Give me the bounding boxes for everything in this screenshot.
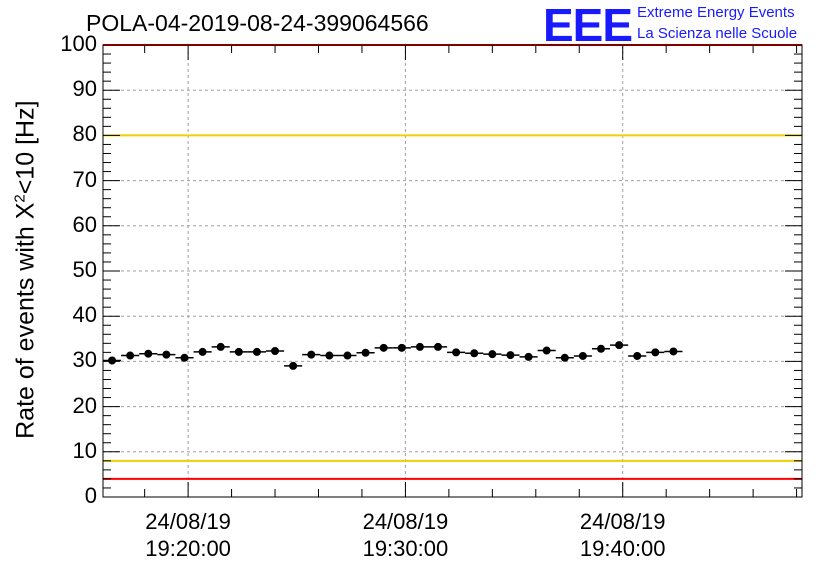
reference-lines	[103, 44, 802, 480]
x-tick-date: 24/08/19	[362, 509, 449, 534]
data-point	[506, 351, 515, 360]
data-point	[542, 346, 551, 355]
data-point	[108, 356, 117, 365]
data-point	[560, 353, 569, 362]
grid-layer	[103, 45, 802, 497]
data-point	[524, 352, 533, 361]
x-tick-time: 19:20:00	[145, 536, 231, 561]
y-axis-label-tail: <10 [Hz]	[11, 100, 40, 195]
data-point	[651, 348, 660, 357]
x-tick-date: 24/08/19	[579, 509, 666, 534]
data-point	[470, 349, 479, 358]
x-tick-label: 24/08/19 19:20:00	[118, 508, 258, 562]
data-point	[198, 347, 207, 356]
data-point	[307, 350, 316, 359]
y-tick-label: 60	[72, 211, 97, 237]
x-tick-label: 24/08/19 19:30:00	[335, 508, 475, 562]
data-point	[289, 361, 298, 370]
y-tick-label: 30	[72, 347, 97, 373]
data-point	[415, 342, 424, 351]
data-point	[434, 342, 443, 351]
y-tick-label: 70	[72, 166, 97, 192]
data-point	[615, 341, 624, 350]
data-point	[379, 343, 388, 352]
y-tick-label: 80	[72, 121, 97, 147]
data-point	[361, 348, 370, 357]
y-tick-label: 50	[72, 257, 97, 282]
data-point	[126, 351, 135, 360]
data-point	[578, 351, 587, 360]
data-point	[271, 347, 280, 356]
data-points	[103, 341, 683, 370]
data-point	[180, 353, 189, 362]
logo-line-1: Extreme Energy Events	[637, 4, 795, 21]
y-tick-label: 40	[72, 302, 97, 328]
eee-logo: EEE	[543, 0, 633, 51]
data-point	[144, 349, 153, 358]
y-tick-label: 10	[72, 437, 97, 463]
y-axis-label-main: Rate of events with X	[11, 202, 40, 439]
data-point	[596, 344, 605, 353]
plot-frame	[102, 44, 803, 498]
data-point	[669, 347, 678, 356]
data-point	[343, 351, 352, 360]
x-tick-time: 19:40:00	[579, 536, 666, 561]
data-point	[162, 350, 171, 359]
chart-title: POLA-04-2019-08-24-399064566	[86, 10, 429, 36]
x-tick-date: 24/08/19	[145, 509, 231, 534]
data-point	[325, 351, 334, 360]
data-point	[252, 347, 261, 356]
data-point	[452, 348, 461, 357]
y-tick-label: 90	[72, 76, 97, 102]
data-point	[633, 351, 642, 360]
logo-line-2: La Scienza nelle Scuole	[637, 25, 798, 42]
y-tick-label: 100	[60, 31, 97, 56]
x-tick-label: 24/08/19 19:40:00	[553, 508, 693, 562]
data-point	[488, 350, 497, 359]
data-point	[234, 347, 243, 356]
data-point	[216, 342, 225, 351]
data-point	[397, 343, 406, 352]
x-tick-time: 19:30:00	[362, 536, 449, 561]
y-tick-label: 0	[84, 483, 97, 508]
y-axis-label-sup: 2	[11, 194, 29, 203]
y-tick-label: 20	[72, 392, 97, 418]
